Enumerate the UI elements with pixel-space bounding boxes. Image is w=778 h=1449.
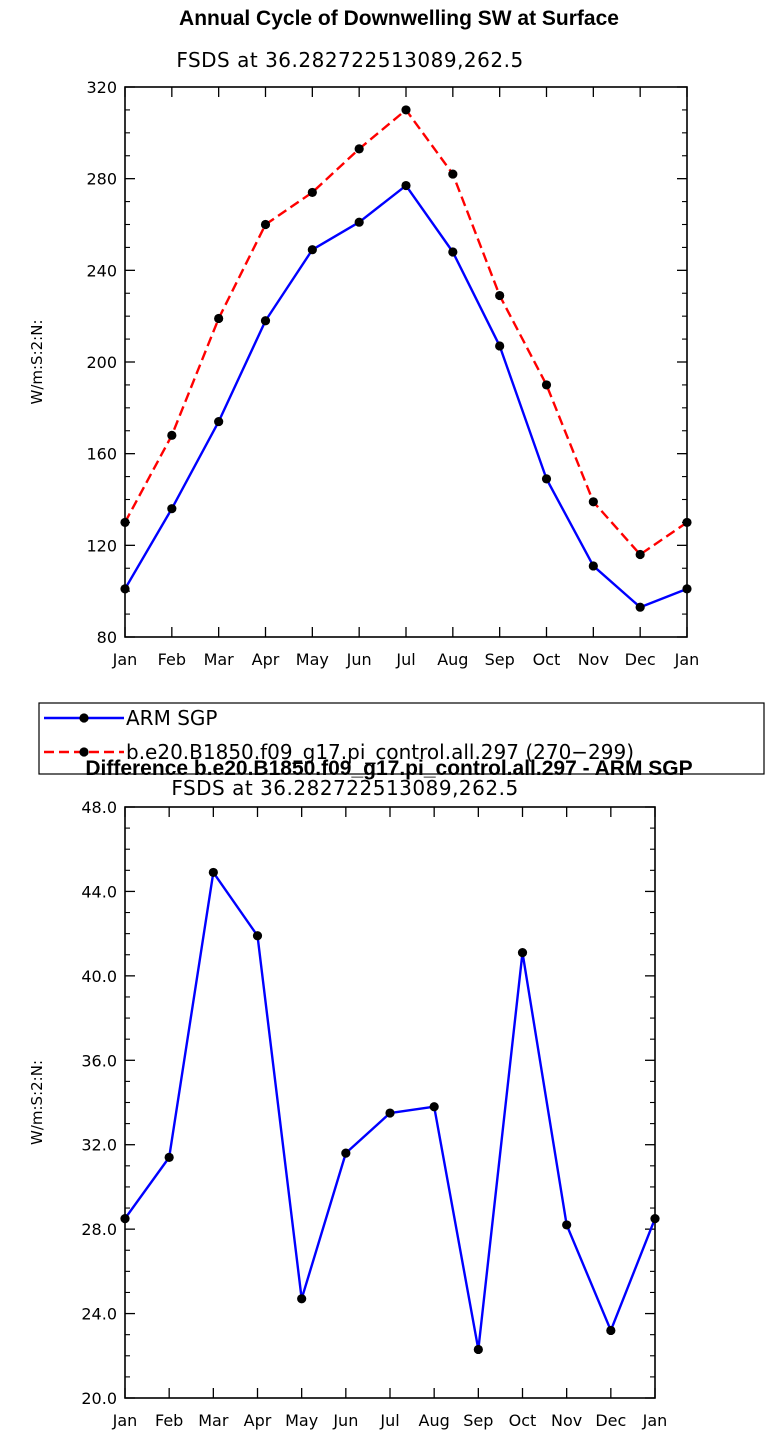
chart1-xtick-label: Mar [204, 650, 235, 669]
chart2-xtick-label: Sep [463, 1411, 493, 1430]
chart2-xtick-label: Aug [419, 1411, 450, 1430]
chart1-ylabel: W/m:S:2:N: [28, 320, 46, 405]
chart1-series-0-point [495, 341, 505, 351]
chart1-series-0-line [123, 184, 688, 609]
chart1-ytick-label: 320 [86, 78, 117, 97]
chart2-series-0-point [120, 1213, 130, 1224]
chart1-subtitle: FSDS at 36.282722513089,262.5 [176, 48, 523, 72]
chart2-ytick-label: 20.0 [81, 1389, 117, 1408]
chart1-xtick-label: Jun [346, 650, 372, 669]
chart2-ytick-label: 44.0 [81, 882, 117, 901]
chart2-xtick-label: Jun [332, 1411, 358, 1430]
chart2-xtick-label: Mar [198, 1411, 229, 1430]
chart1-series-0-point [167, 504, 177, 514]
chart1-xtick-label: Jul [395, 650, 415, 669]
chart1-ytick-label: 160 [86, 445, 117, 464]
chart2-title: Difference b.e20.B1850.f09_g17.pi_contro… [85, 757, 692, 780]
legend-marker-1 [79, 747, 89, 757]
chart1-xtick-label: Feb [158, 650, 186, 669]
chart1-series-0-point [588, 561, 598, 571]
chart1-series-0-point [635, 602, 645, 612]
chart2-series-0-point [252, 931, 263, 941]
chart1-xtick-label: Sep [485, 650, 515, 669]
chart2-series-0-point [341, 1148, 351, 1158]
chart2-series-0-point [164, 1152, 174, 1162]
chart2-ytick-label: 32.0 [81, 1136, 117, 1155]
chart1-series-1-point [354, 144, 364, 154]
legend-marker-0 [79, 713, 89, 723]
chart1-series-1-point [260, 219, 271, 230]
chart2-xtick-label: Feb [155, 1411, 183, 1430]
chart1-series-1-point [588, 497, 598, 507]
chart1-series-1-point [167, 430, 177, 440]
chart1-series-1-point [448, 169, 458, 179]
chart1-series-0-point [401, 180, 411, 191]
chart1-ytick-label: 200 [86, 353, 117, 372]
chart1-series-1-point [120, 517, 130, 528]
chart2-series-0-point [297, 1294, 307, 1304]
legend-box [38, 702, 765, 775]
chart1-xtick-label: Jan [674, 650, 700, 669]
chart2-series-0-point [562, 1220, 572, 1230]
chart2-xtick-label: May [285, 1411, 318, 1430]
chart1-xtick-label: Nov [578, 650, 609, 669]
chart2-ytick-label: 28.0 [81, 1220, 117, 1239]
chart1-xtick-label: Aug [437, 650, 468, 669]
chart2-series-0-point [429, 1102, 439, 1112]
chart2-xtick-label: Apr [244, 1411, 272, 1430]
chart2-series-0-point [606, 1325, 616, 1336]
chart2-xtick-label: Dec [595, 1411, 626, 1430]
chart1-series-1-point [214, 313, 224, 324]
chart1-ytick-label: 240 [86, 261, 117, 280]
chart1-frame [124, 86, 688, 638]
chart1-series-1-point [401, 105, 411, 115]
chart2-xtick-label: Oct [509, 1411, 537, 1430]
chart1-series-1-point [682, 517, 692, 528]
chart2-ytick-label: 24.0 [81, 1305, 117, 1324]
chart2-series-0-point [385, 1108, 395, 1118]
chart2-xtick-label: Nov [551, 1411, 582, 1430]
chart1-series-1-line [123, 108, 688, 556]
chart1-ytick-label: 280 [86, 170, 117, 189]
chart2-series-0-point [208, 867, 218, 878]
chart1-ytick-label: 80 [97, 628, 117, 647]
chart2-xtick-label: Jan [112, 1411, 138, 1430]
chart1-series-1-point [307, 187, 317, 198]
chart2-frame [124, 806, 656, 1399]
chart2-xtick-label: Jan [642, 1411, 668, 1430]
chart2-ytick-label: 48.0 [81, 798, 117, 817]
chart1-title: Annual Cycle of Downwelling SW at Surfac… [179, 7, 619, 30]
chart2-xtick-label: Jul [379, 1411, 399, 1430]
chart2-series-0-point [517, 948, 528, 958]
chart1-series-0-point [260, 316, 271, 326]
chart1-xtick-label: Jan [112, 650, 138, 669]
chart1-xtick-label: May [296, 650, 329, 669]
chart1-xtick-label: Apr [252, 650, 280, 669]
chart1-series-0-point [354, 217, 364, 227]
chart1-ytick-label: 120 [86, 536, 117, 555]
chart1-legend: ARM SGP b.e20.B1850.f09_g17.pi_control.al… [38, 702, 765, 775]
chart1-xtick-label: Dec [625, 650, 656, 669]
chart1-series-0-point [120, 584, 130, 594]
chart1-series-0-point [307, 245, 317, 255]
chart2-series-0-point [650, 1213, 660, 1224]
chart1-series-1-point [495, 290, 505, 301]
chart1-series-0-point [541, 474, 552, 484]
chart2-ytick-label: 36.0 [81, 1051, 117, 1070]
chart1-plot: 80 120 160 200 240 280 320 Jan Feb Mar Apr May Jun Ju… [28, 78, 699, 669]
chart2-ytick-label: 40.0 [81, 967, 117, 986]
chart1-series-0-point [448, 247, 458, 257]
chart2-ylabel: W/m:S:2:N: [28, 1060, 46, 1145]
chart2-plot: 20.0 24.0 28.0 32.0 36.0 40.0 44.0 48.0 Jan Feb Ma… [28, 798, 667, 1430]
legend-label-0: ARM SGP [126, 706, 217, 730]
chart1-series-0-point [682, 584, 692, 594]
chart1-xtick-label: Oct [533, 650, 561, 669]
chart2-subtitle: FSDS at 36.282722513089,262.5 [171, 776, 518, 800]
chart1-series-1-point [541, 380, 552, 390]
chart1-series-0-point [214, 416, 224, 427]
legend-label-1: b.e20.B1850.f09_g17.pi_control.all.297 (… [126, 740, 634, 764]
chart2-series-0-point [473, 1344, 483, 1355]
chart1-series-1-point [635, 549, 645, 560]
